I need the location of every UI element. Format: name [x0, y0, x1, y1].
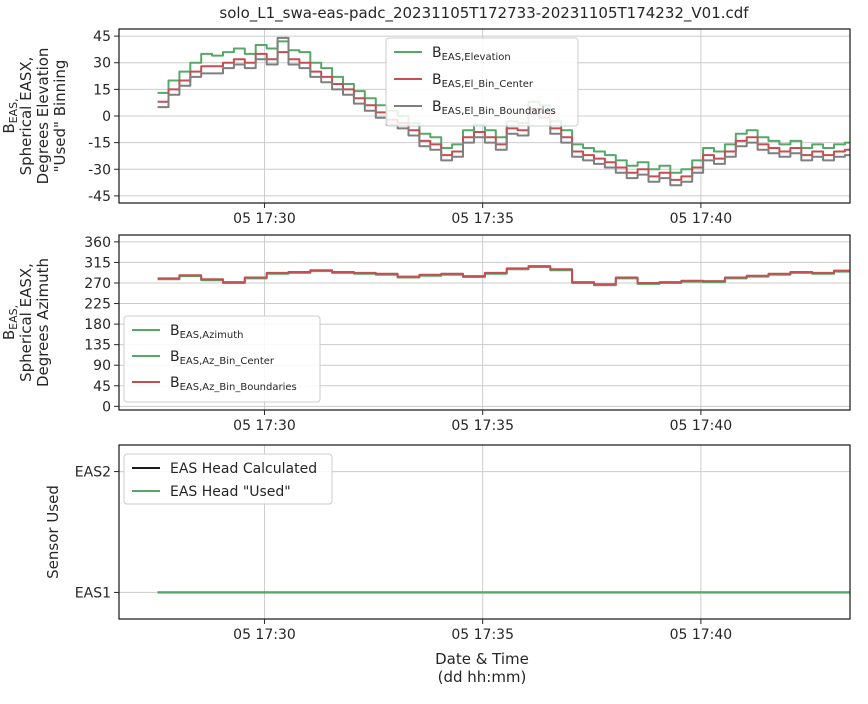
y-tick-label: 315: [84, 255, 111, 271]
legend-label: BEAS,Az_Bin_Boundaries: [170, 375, 297, 393]
y-tick-label: 225: [84, 297, 111, 313]
x-tick-label: 05 17:40: [670, 211, 733, 227]
legend-label: BEAS,Az_Bin_Center: [170, 349, 275, 367]
legend-box: [123, 453, 333, 505]
series-group: [157, 36, 850, 187]
x-tick-label: 05 17:30: [233, 418, 296, 434]
y-tick-label: -15: [88, 136, 111, 152]
y-axis-label: Spherical EASX,: [17, 263, 35, 382]
legend-label: BEAS,El_Bin_Center: [432, 72, 534, 90]
legend-label: EAS Head "Used": [170, 484, 291, 500]
legend-label: EAS Head Calculated: [170, 461, 317, 477]
y-tick-label: 270: [84, 276, 111, 292]
legend-box: [123, 315, 321, 403]
figure-title: solo_L1_swa-eas-padc_20231105T172733-202…: [219, 4, 749, 23]
series-line-b-eas-el-bin-boundaries: [157, 36, 850, 187]
y-axis-label-symbol: BEAS,: [0, 305, 20, 340]
y-tick-label: 90: [93, 358, 111, 374]
y-tick-label: EAS1: [75, 585, 111, 601]
elevation-panel: 05 17:30 05 17:35 05 17:40 45 30 15 0 -15 -30 -45…: [0, 28, 851, 227]
y-tick-label: 135: [84, 338, 111, 354]
series-line-b-eas-az-bin-boundaries: [157, 265, 850, 286]
y-tick-label: EAS2: [75, 465, 111, 481]
y-tick-label: 0: [102, 109, 111, 125]
azimuth-panel: 05 17:30 05 17:35 05 17:40 360 315 270 225 180 1…: [0, 234, 851, 434]
y-tick-label: -30: [88, 162, 111, 178]
y-tick-label: 180: [84, 317, 111, 333]
legend-label: BEAS,Azimuth: [170, 323, 244, 341]
axes-frame: [118, 444, 851, 620]
x-axis-label: Date & Time: [435, 650, 529, 668]
y-tick-label: 30: [93, 56, 111, 72]
legend-label: BEAS,Elevation: [432, 45, 511, 63]
x-tick-label: 05 17:35: [451, 211, 514, 227]
series-group: [157, 265, 850, 287]
x-tick-label: 05 17:35: [451, 418, 514, 434]
x-tick-label: 05 17:40: [670, 627, 733, 643]
x-tick-label: 05 17:40: [670, 418, 733, 434]
x-tick-label: 05 17:30: [233, 211, 296, 227]
y-axis-label: Degrees Elevation: [34, 48, 52, 185]
y-axis-label: Sensor Used: [44, 485, 62, 579]
y-axis-label: "Used" Binning: [51, 60, 69, 173]
y-axis-label: Degrees Azimuth: [34, 258, 52, 387]
y-axis-label: Spherical EASX,: [17, 57, 35, 176]
sensor-panel: 05 17:30 05 17:35 05 17:40 EAS2 EAS1 Sensor U…: [44, 444, 851, 643]
x-axis-label-units: (dd hh:mm): [438, 668, 527, 686]
series-line-b-eas-el-bin-center: [157, 51, 850, 181]
y-axis-label-symbol: BEAS,: [0, 98, 20, 133]
legend-label: BEAS,El_Bin_Boundaries: [432, 99, 556, 117]
y-tick-label: -45: [88, 189, 111, 205]
axes-frame: [118, 28, 851, 204]
y-tick-label: 45: [93, 29, 111, 45]
legend-box: [385, 37, 579, 127]
axes-frame: [118, 234, 851, 411]
y-tick-label: 45: [93, 379, 111, 395]
y-tick-label: 360: [84, 235, 111, 251]
x-tick-label: 05 17:30: [233, 627, 296, 643]
y-tick-label: 15: [93, 82, 111, 98]
y-tick-label: 0: [102, 399, 111, 415]
x-tick-label: 05 17:35: [451, 627, 514, 643]
